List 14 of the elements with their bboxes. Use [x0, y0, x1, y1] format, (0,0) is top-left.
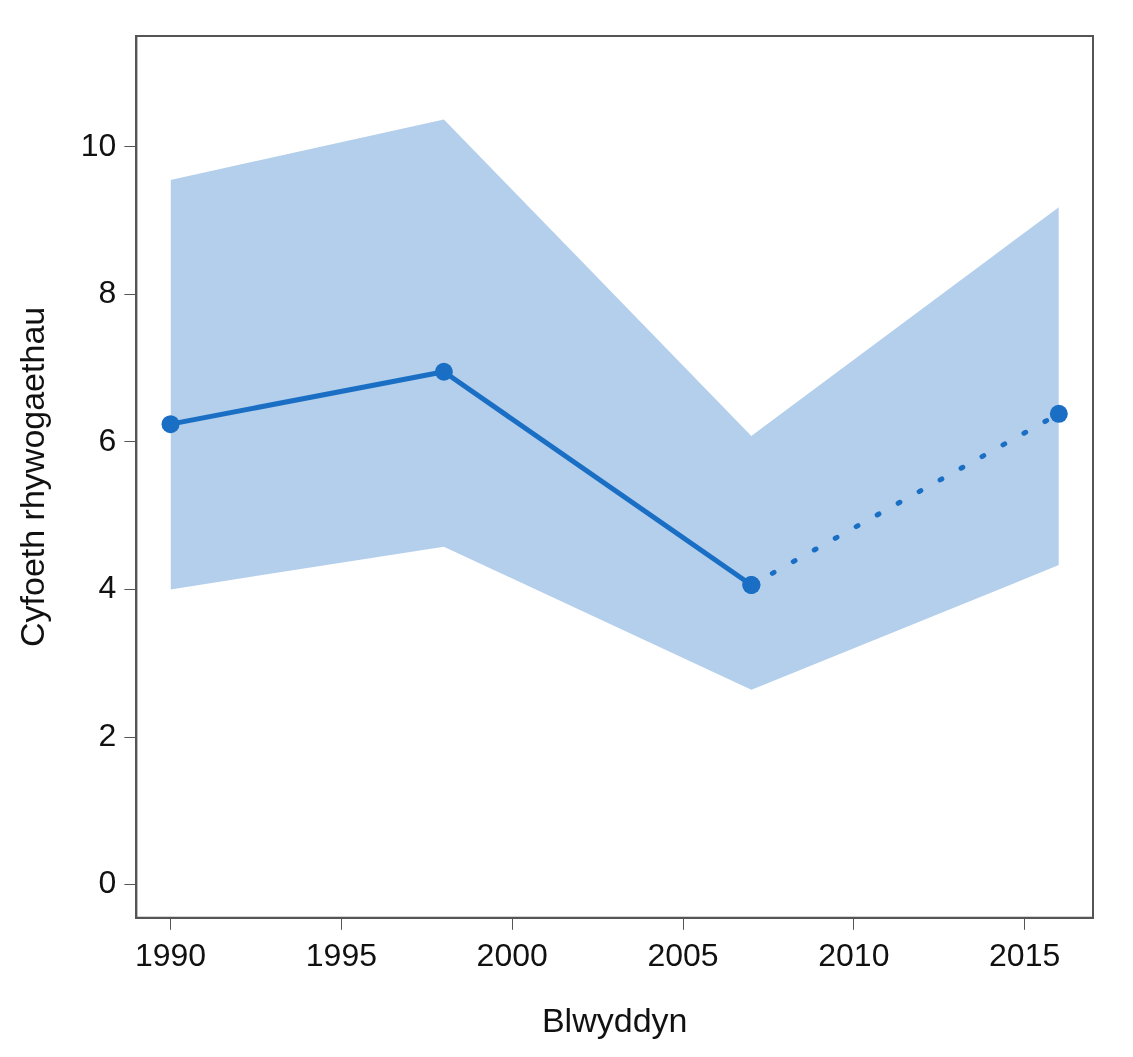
y-tick-label: 8 — [98, 274, 117, 311]
x-tick-label: 2000 — [476, 936, 548, 973]
x-tick-label: 1990 — [134, 936, 207, 973]
x-tick-label: 2005 — [647, 936, 719, 973]
x-axis-title: Blwyddyn — [541, 1000, 688, 1039]
y-tick-label: 10 — [80, 126, 117, 163]
x-tick-label: 2015 — [989, 936, 1061, 973]
x-tick-label: 1995 — [305, 936, 377, 973]
y-tick-label: 0 — [98, 864, 117, 901]
y-tick-label: 4 — [98, 569, 117, 606]
y-axis-title: Cyfoeth rhywogaethau — [12, 306, 51, 648]
x-tick-label: 2010 — [818, 936, 890, 973]
y-tick-label: 2 — [98, 716, 117, 753]
y-tick-label: 6 — [98, 421, 117, 458]
